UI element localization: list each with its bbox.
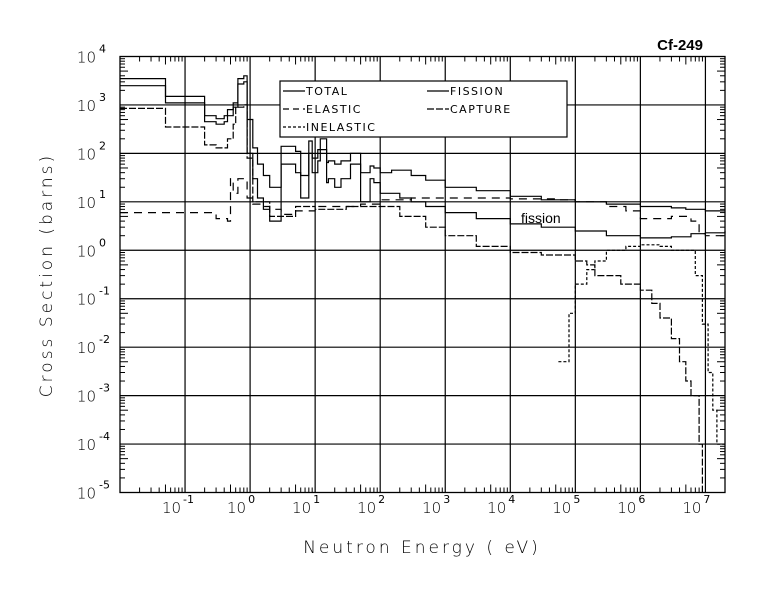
y-tick-exponent: -4 [99,430,110,443]
x-tick-exponent: 1 [313,493,320,506]
legend-label: TOTAL [305,85,348,98]
plot-frame [119,55,726,494]
x-tick-exponent: 3 [443,493,450,506]
series-line-inelastic [558,244,725,445]
x-tick-label: 10 -1 [162,493,194,517]
y-tick-exponent: -2 [99,333,110,346]
series-line-capture [120,104,704,493]
legend-item-total: TOTAL [283,85,348,98]
x-tick-base: 10 [617,499,636,517]
y-tick-base: 10 [77,49,96,67]
y-tick-exponent: 4 [99,43,106,56]
x-tick-base: 10 [552,499,571,517]
y-tick-base: 10 [77,145,96,163]
x-tick-base: 10 [487,499,506,517]
y-tick-label: 10 3 [77,91,106,115]
y-axis-label: Cross Section (barns) [37,153,57,397]
x-tick-label: 10 5 [552,493,580,517]
x-tick-base: 10 [162,499,181,517]
x-tick-label: 10 3 [422,493,450,517]
y-tick-base: 10 [77,97,96,115]
legend-label: INELASTIC [306,121,376,134]
x-tick-base: 10 [422,499,441,517]
x-tick-label: 10 0 [227,493,255,517]
chart-title: Cf-249 [657,37,703,54]
y-tick-exponent: -1 [99,285,110,298]
x-tick-exponent: 2 [378,493,385,506]
series-line-elastic [120,178,726,237]
x-axis-label: Neutron Energy ( eV) [303,538,541,558]
y-tick-exponent: 2 [99,139,106,152]
y-tick-exponent: -5 [99,479,110,492]
y-tick-label: 10 -3 [77,382,110,406]
x-tick-label: 10 1 [292,493,320,517]
x-tick-label: 10 6 [617,493,645,517]
legend-label: ELASTIC [306,103,362,116]
y-tick-base: 10 [77,242,96,260]
x-tick-exponent: -1 [183,493,194,506]
y-tick-base: 10 [77,194,96,212]
y-tick-exponent: 1 [99,188,106,201]
y-tick-label: 10 -4 [77,430,110,454]
x-tick-label: 10 7 [682,493,710,517]
x-tick-base: 10 [682,499,701,517]
y-tick-label: 10 4 [77,43,106,67]
x-tick-base: 10 [292,499,311,517]
y-tick-base: 10 [77,339,96,357]
y-tick-label: 10 0 [77,236,106,260]
y-tick-label: 10 2 [77,139,106,163]
legend-label: FISSION [450,85,504,98]
legend-item-capture: CAPTURE [427,103,512,116]
x-tick-label: 10 4 [487,493,515,517]
fission-annotation: fission [521,210,561,226]
legend-item-inelastic: INELASTIC [283,121,376,134]
y-tick-exponent: 0 [99,236,106,249]
x-tick-base: 10 [227,499,246,517]
legend-box [279,80,568,138]
y-tick-exponent: -3 [99,382,110,395]
legend-item-fission: FISSION [427,85,504,98]
y-tick-label: 10 -2 [77,333,110,357]
y-tick-base: 10 [77,485,96,503]
legend-item-elastic: ELASTIC [283,103,362,116]
x-tick-labels: 10 -1 10 0 10 1 10 2 10 3 10 4 10 5 10 6 10 7 [162,493,710,517]
y-tick-label: 10 1 [77,188,106,212]
y-tick-label: 10 -1 [77,285,110,309]
legend: TOTAL FISSION ELASTIC CAPTURE INELASTIC [279,80,568,138]
legend-label: CAPTURE [450,103,512,116]
x-tick-exponent: 0 [248,493,255,506]
y-tick-label: 10 -5 [77,479,110,503]
y-tick-exponent: 3 [99,91,106,104]
x-tick-exponent: 5 [573,493,580,506]
y-tick-base: 10 [77,436,96,454]
y-tick-base: 10 [77,291,96,309]
y-tick-base: 10 [77,388,96,406]
series-layer [120,75,726,493]
x-tick-base: 10 [357,499,376,517]
x-tick-exponent: 7 [703,493,710,506]
x-tick-label: 10 2 [357,493,385,517]
x-tick-exponent: 4 [508,493,515,506]
x-tick-exponent: 6 [638,493,645,506]
